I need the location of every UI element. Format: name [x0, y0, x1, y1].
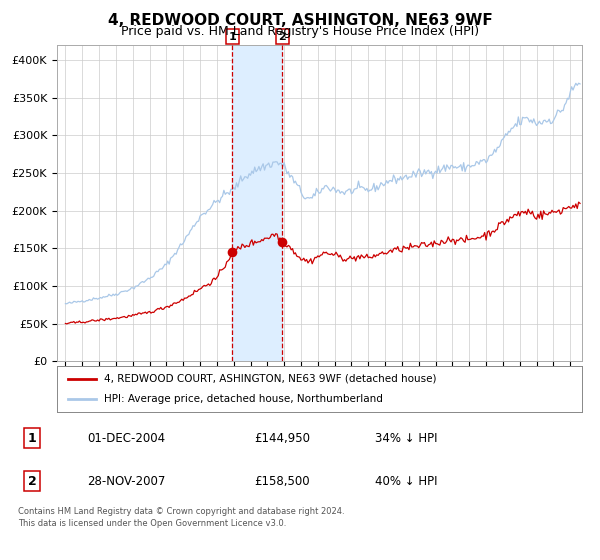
- Text: £158,500: £158,500: [254, 475, 310, 488]
- Text: £144,950: £144,950: [254, 432, 310, 445]
- Text: Contains HM Land Registry data © Crown copyright and database right 2024.
This d: Contains HM Land Registry data © Crown c…: [18, 507, 344, 528]
- Text: 34% ↓ HPI: 34% ↓ HPI: [375, 432, 437, 445]
- Text: Price paid vs. HM Land Registry's House Price Index (HPI): Price paid vs. HM Land Registry's House …: [121, 25, 479, 38]
- Text: 40% ↓ HPI: 40% ↓ HPI: [375, 475, 437, 488]
- Text: 1: 1: [28, 432, 37, 445]
- Text: 2: 2: [28, 475, 37, 488]
- Text: 01-DEC-2004: 01-DEC-2004: [87, 432, 165, 445]
- Text: HPI: Average price, detached house, Northumberland: HPI: Average price, detached house, Nort…: [104, 394, 383, 404]
- Text: 1: 1: [229, 31, 236, 41]
- Bar: [232, 45, 283, 361]
- Text: 28-NOV-2007: 28-NOV-2007: [87, 475, 165, 488]
- Text: 4, REDWOOD COURT, ASHINGTON, NE63 9WF (detached house): 4, REDWOOD COURT, ASHINGTON, NE63 9WF (d…: [104, 374, 437, 384]
- Text: 4, REDWOOD COURT, ASHINGTON, NE63 9WF: 4, REDWOOD COURT, ASHINGTON, NE63 9WF: [107, 13, 493, 29]
- Text: 2: 2: [278, 31, 286, 41]
